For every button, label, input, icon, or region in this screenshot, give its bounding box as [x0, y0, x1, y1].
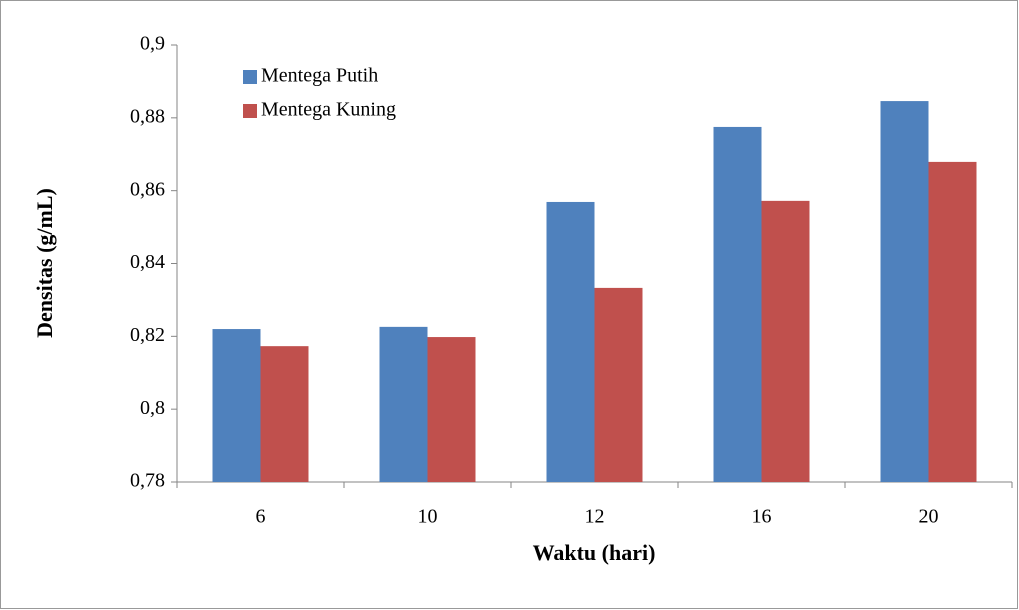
legend-label: Mentega Kuning: [261, 99, 396, 121]
bar: [713, 126, 762, 482]
bar: [379, 326, 428, 482]
y-tick-label: 0,86: [130, 178, 165, 200]
y-tick-label: 0,84: [130, 251, 165, 273]
bar: [880, 101, 929, 482]
bar: [427, 337, 476, 482]
x-axis-title: Waktu (hari): [533, 540, 656, 565]
legend-swatch: [243, 104, 257, 118]
bar: [212, 329, 261, 482]
y-tick-label: 0,9: [140, 33, 165, 55]
bar: [761, 200, 810, 482]
legend-swatch: [243, 70, 257, 84]
x-tick-label: 10: [418, 506, 438, 528]
x-tick-label: 6: [256, 506, 266, 528]
y-tick-label: 0,8: [140, 397, 165, 419]
bar: [928, 161, 977, 482]
bar: [260, 346, 309, 482]
x-tick-label: 20: [919, 506, 939, 528]
y-tick-label: 0,88: [130, 105, 165, 127]
bar: [594, 287, 643, 482]
y-tick-label: 0,82: [130, 324, 165, 346]
y-axis-title: Densitas (g/mL): [32, 188, 57, 338]
y-tick-label: 0,78: [130, 470, 165, 492]
bar: [546, 201, 595, 483]
legend-label: Mentega Putih: [261, 65, 378, 87]
x-tick-label: 16: [752, 506, 772, 528]
x-tick-label: 12: [585, 506, 605, 528]
